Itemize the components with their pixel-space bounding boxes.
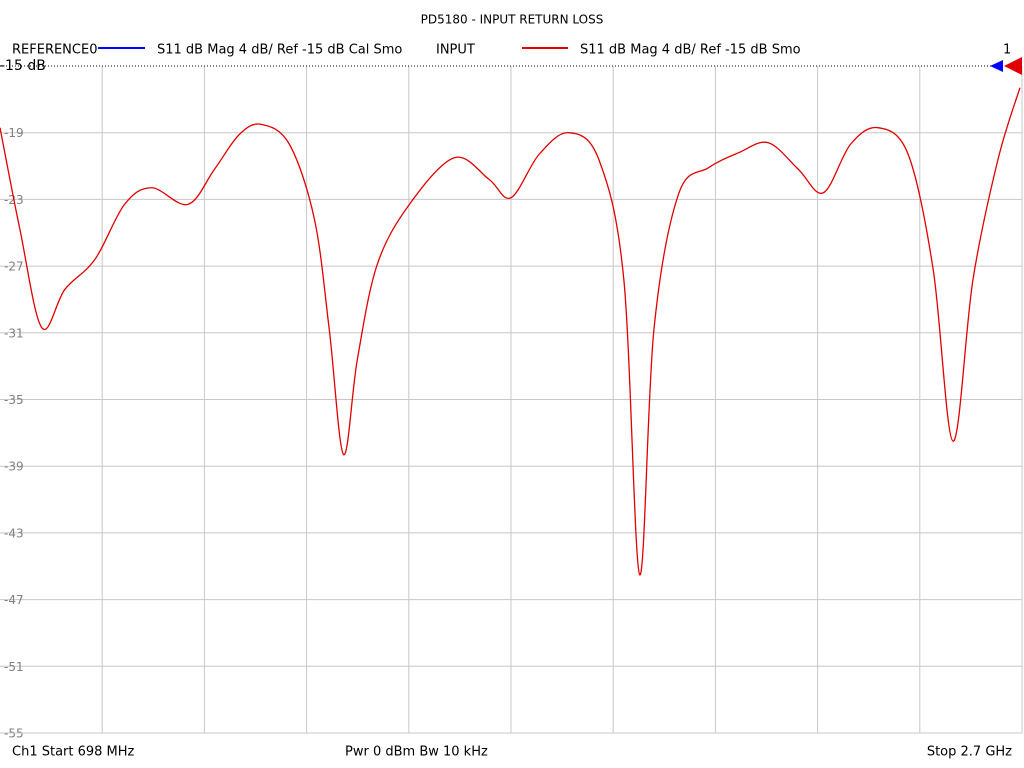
footer-power: Pwr 0 dBm Bw 10 kHz: [345, 745, 488, 760]
y-tick-label: -47: [4, 593, 24, 607]
y-tick-label: -51: [4, 660, 24, 674]
legend-format: S11 dB Mag 4 dB/ Ref -15 dB Smo: [580, 43, 801, 58]
marker-label: 1: [1003, 43, 1011, 58]
legend-label: REFERENCE0: [12, 43, 97, 58]
y-tick-label: -31: [4, 326, 24, 340]
y-tick-label: -19: [4, 126, 24, 140]
reference-arrow: [990, 60, 1003, 72]
chart-title: PD5180 - INPUT RETURN LOSS: [421, 13, 604, 27]
y-tick-label: -27: [4, 260, 24, 274]
reference-arrow: [1004, 57, 1022, 75]
y-tick-label: -35: [4, 393, 24, 407]
y-tick-label: -39: [4, 460, 24, 474]
legend-format: S11 dB Mag 4 dB/ Ref -15 dB Cal Smo: [157, 43, 402, 58]
legend-label: INPUT: [436, 43, 475, 58]
footer-stop: Stop 2.7 GHz: [927, 745, 1012, 760]
trace-line: [0, 87, 1021, 576]
footer-start: Ch1 Start 698 MHz: [12, 745, 135, 760]
y-tick-label: -43: [4, 526, 24, 540]
y-tick-label: -15 dB: [0, 58, 46, 74]
